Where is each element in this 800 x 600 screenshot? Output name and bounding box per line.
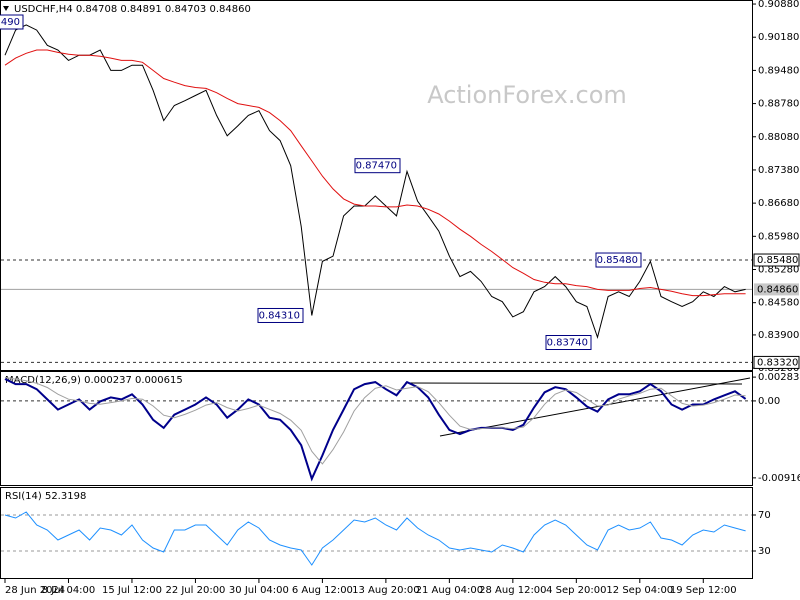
x-tick-label: 28 Jun 2024 [5,585,65,596]
x-tick-label: 12 Sep 04:00 [606,585,673,596]
annotation-box [354,158,401,174]
x-tick-label: 30 Jul 04:00 [229,585,289,596]
price-title: USDCHF,H4 0.84708 0.84891 0.84703 0.8486… [14,4,251,15]
y-tick-label: 0.002835 [758,372,800,383]
y-tick-label: 0.85980 [758,231,799,242]
y-tick-label: 0.90880 [758,0,799,10]
y-tick-label: 0.89480 [758,65,799,76]
annotation-box [257,307,304,323]
x-tick-label: 15 Jul 12:00 [102,585,162,596]
y-tick-label: 0.84580 [758,298,799,309]
annotation-label: 0.85480 [597,255,638,266]
macd-title: MACD(12,26,9) 0.000237 0.000615 [5,375,183,386]
x-tick-label: 8 Jul 04:00 [42,585,96,596]
price-panel-frame [0,0,753,371]
x-tick-label: 4 Sep 20:00 [546,585,606,596]
y-tick-label: 0.90180 [758,32,799,43]
y-tick-label: 0.88080 [758,132,799,143]
watermark: ActionForex.com [427,81,627,109]
annotation-box [545,335,592,351]
y-tick-label: 0.00 [758,396,780,407]
y-tick-label: 0.86680 [758,198,799,209]
level-label: 0.84860 [757,284,798,295]
macd-panel-frame [0,371,753,486]
y-tick-label: 0.87380 [758,165,799,176]
y-tick-label: 0.88780 [758,99,799,110]
rsi-title: RSI(14) 52.3198 [5,491,86,502]
annotation-label: 490 [1,17,20,28]
x-tick-label: 13 Aug 20:00 [352,585,419,596]
x-tick-label: 19 Sep 12:00 [670,585,737,596]
level-label-box [754,283,799,296]
macd-resistance-trendline [404,382,743,385]
macd-line [4,378,747,482]
series-line [4,511,746,566]
annotation-box [0,14,24,30]
symbol-arrow [3,6,9,11]
series-line [4,24,746,340]
level-label-box [753,355,800,369]
level-label: 0.85480 [757,255,798,266]
rsi-panel-frame [0,487,753,579]
y-tick-label: 0.85280 [758,265,799,276]
macd-support-trendline [439,377,751,437]
level-label: 0.83320 [757,357,798,368]
annotation-label: 0.84310 [259,310,300,321]
level-label-box [753,253,800,267]
y-tick-label: 30 [758,546,771,557]
annotation-box [595,252,642,268]
y-tick-label: 0.83900 [758,330,799,341]
y-tick-label: 70 [758,510,771,521]
annotation-label: 0.83740 [547,338,588,349]
x-tick-label: 22 Jul 20:00 [165,585,225,596]
annotation-label: 0.87470 [356,161,397,172]
x-tick-label: 6 Aug 12:00 [292,585,353,596]
y-tick-label: -0.009161 [758,473,800,484]
series-line [4,376,746,465]
x-tick-label: 21 Aug 04:00 [416,585,483,596]
moving-average [4,49,746,297]
x-tick-label: 28 Aug 12:00 [479,585,546,596]
